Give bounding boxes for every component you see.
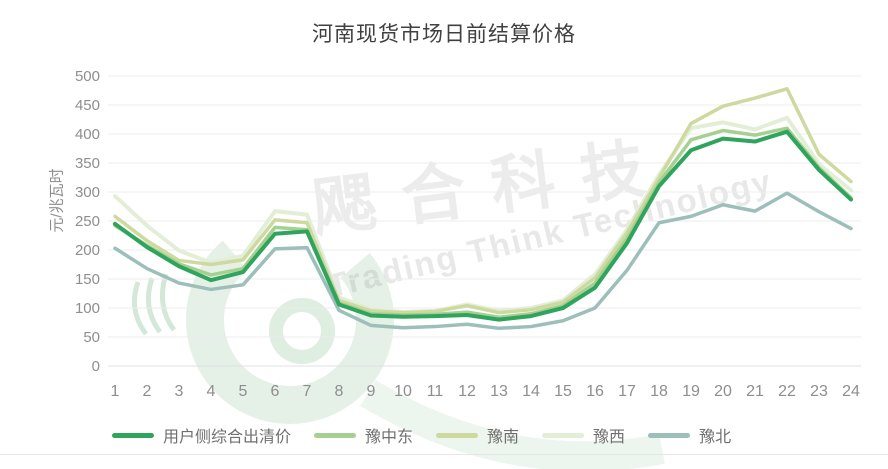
- y-tick-label: 150: [75, 271, 100, 288]
- legend-swatch: [314, 432, 357, 438]
- legend-label: 豫北: [699, 429, 732, 446]
- x-tick-label: 10: [394, 383, 412, 400]
- x-tick-label: 7: [303, 383, 312, 400]
- x-tick-label: 13: [490, 383, 508, 400]
- legend-swatch: [648, 432, 691, 438]
- x-tick-label: 9: [367, 383, 376, 400]
- x-tick-label: 17: [618, 383, 636, 400]
- card-bottom-divider: [0, 454, 888, 455]
- series-line-4: [113, 115, 853, 315]
- series-line-2: [113, 126, 853, 320]
- legend-item-4[interactable]: 豫西: [542, 423, 625, 447]
- legend-label: 豫西: [593, 429, 626, 446]
- x-tick-label: 6: [271, 383, 280, 400]
- y-tick-label: 0: [92, 358, 100, 375]
- y-tick-label: 400: [75, 126, 100, 143]
- x-tick-label: 3: [175, 383, 184, 400]
- x-tick-label: 14: [522, 383, 540, 400]
- x-tick-label: 22: [778, 383, 796, 400]
- x-tick-label: 20: [714, 383, 732, 400]
- y-tick-label: 100: [75, 300, 100, 317]
- x-tick-label: 2: [143, 383, 152, 400]
- y-tick-label: 350: [75, 155, 100, 172]
- legend-item-3[interactable]: 豫南: [436, 423, 519, 447]
- x-tick-label: 1: [111, 383, 120, 400]
- legend-label: 豫中东: [365, 429, 414, 446]
- legend-item-5[interactable]: 豫北: [648, 423, 731, 447]
- y-tick-label: 50: [83, 329, 100, 346]
- series-line-1: [113, 129, 853, 322]
- x-tick-label: 4: [207, 383, 216, 400]
- legend-swatch: [436, 432, 479, 438]
- y-tick-label: 250: [75, 213, 100, 230]
- legend-item-2[interactable]: 豫中东: [314, 423, 413, 447]
- x-tick-label: 24: [842, 383, 860, 400]
- series-line-5: [113, 191, 853, 331]
- x-tick-label: 12: [458, 383, 476, 400]
- y-tick-label: 450: [75, 97, 100, 114]
- x-tick-label: 16: [586, 383, 604, 400]
- x-tick-label: 8: [335, 383, 344, 400]
- y-tick-label: 500: [75, 68, 100, 85]
- x-tick-label: 15: [554, 383, 572, 400]
- series-line-3: [113, 87, 853, 315]
- legend-item-1[interactable]: 用户侧综合出清价: [112, 423, 291, 447]
- x-tick-label: 11: [427, 383, 444, 400]
- legend-label: 豫南: [487, 429, 520, 446]
- x-tick-label: 5: [239, 383, 248, 400]
- y-tick-label: 200: [75, 242, 100, 259]
- legend-label: 用户侧综合出清价: [163, 429, 292, 446]
- x-tick-label: 21: [746, 383, 764, 400]
- x-tick-label: 23: [810, 383, 828, 400]
- chart-title: 河南现货市场日前结算价格: [312, 23, 576, 46]
- x-tick-label: 19: [682, 383, 700, 400]
- legend-swatch: [112, 432, 154, 438]
- x-tick-label: 18: [650, 383, 668, 400]
- legend-swatch: [542, 432, 585, 438]
- y-tick-label: 300: [75, 184, 100, 201]
- chart-legend: 用户侧综合出清价 豫中东 豫南 豫西 豫北: [112, 423, 754, 447]
